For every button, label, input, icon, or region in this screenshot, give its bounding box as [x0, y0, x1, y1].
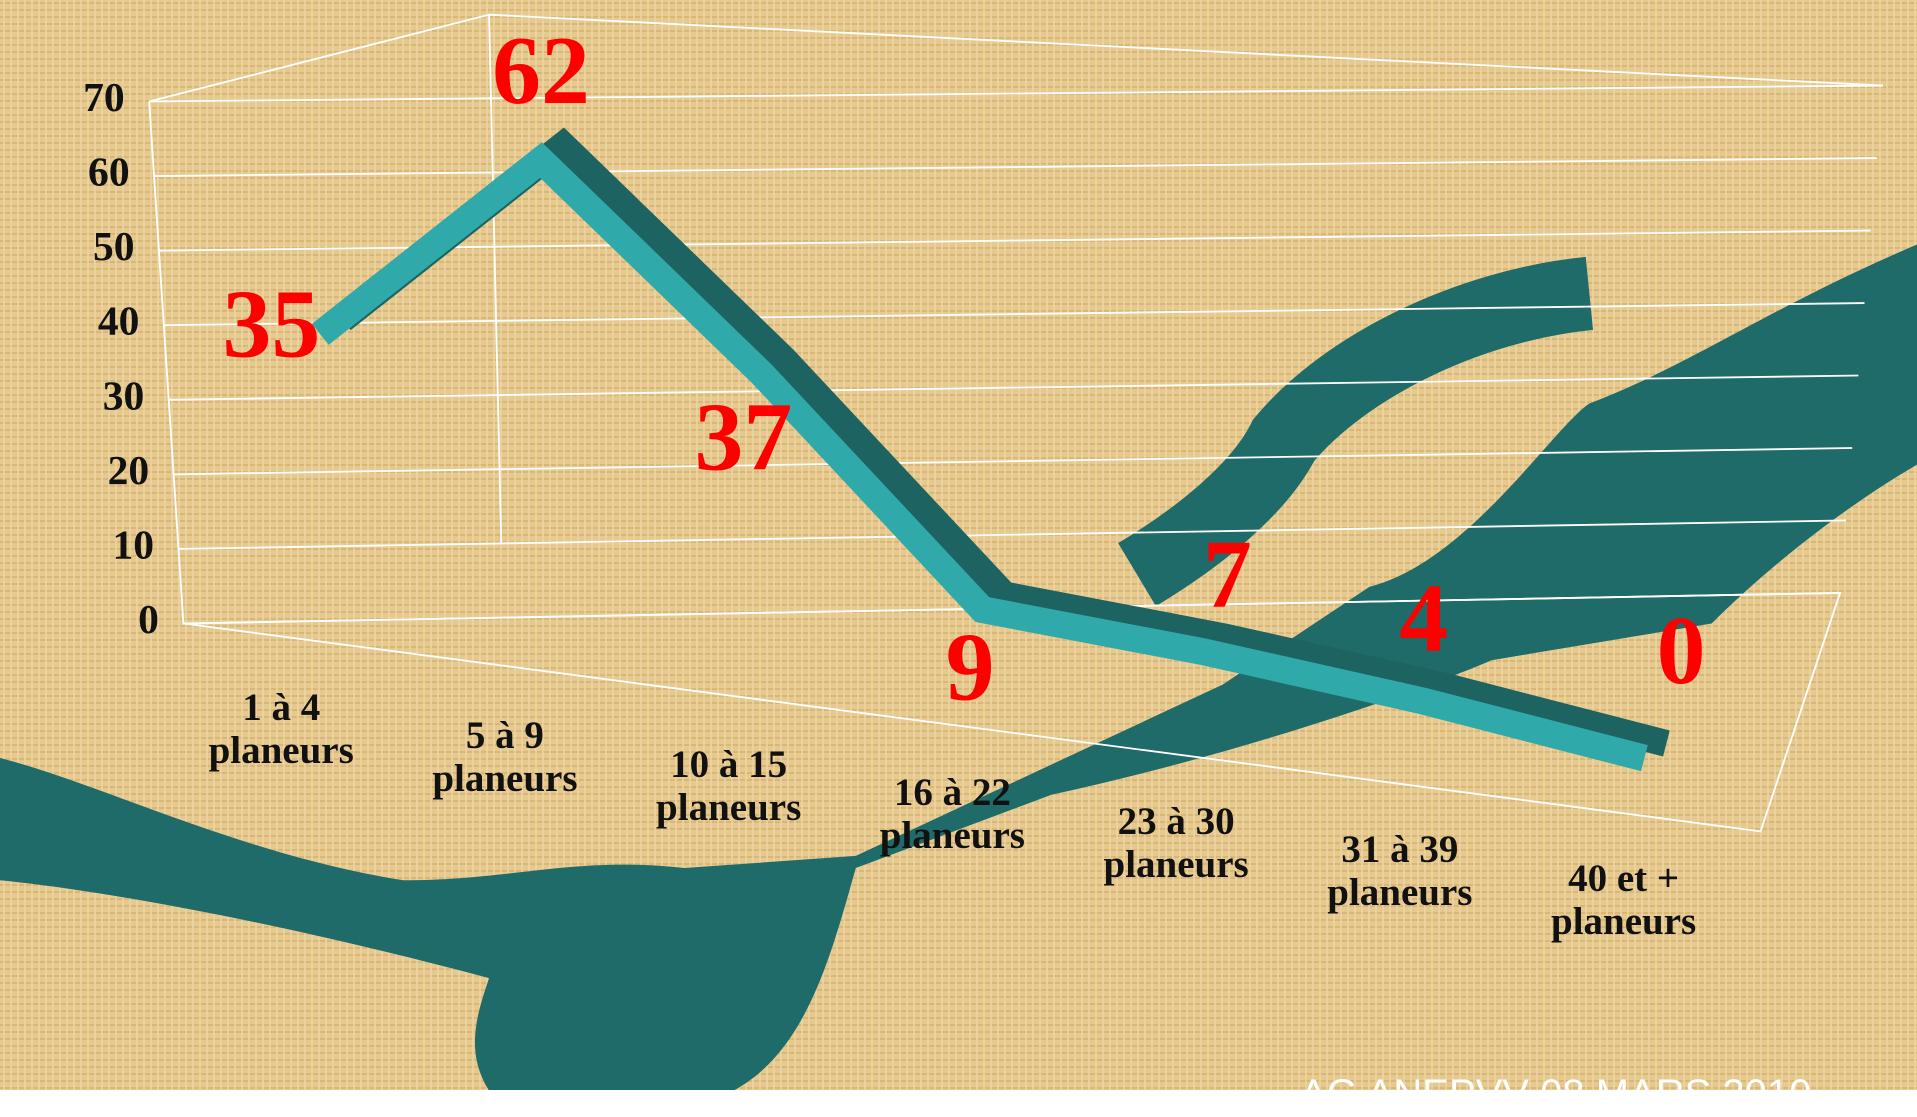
- x-tick-label: 31 à 39 planeurs: [1327, 828, 1473, 915]
- y-tick-label: 20: [108, 447, 150, 493]
- y-tick-label: 40: [98, 298, 140, 344]
- y-tick-label: 10: [113, 521, 155, 567]
- x-tick-label: 16 à 22 planeurs: [879, 771, 1025, 858]
- grid-line: [173, 447, 1853, 476]
- grid-line: [149, 84, 1883, 103]
- x-tick-label: 23 à 30 planeurs: [1103, 799, 1249, 886]
- value-label: 0: [1657, 597, 1706, 705]
- x-tick-label: 10 à 15 planeurs: [656, 742, 802, 829]
- value-label: 9: [946, 613, 995, 721]
- x-tick-label: 1 à 4 planeurs: [208, 686, 354, 772]
- y-tick-label: 60: [88, 149, 130, 195]
- x-tick-label: 40 et + planeurs: [1551, 856, 1697, 943]
- grid-line: [168, 374, 1859, 401]
- y-tick-label: 50: [93, 223, 135, 269]
- y-tick-label: 70: [83, 74, 125, 120]
- grid-line: [163, 302, 1865, 327]
- value-label: 7: [1203, 521, 1252, 629]
- grid-line: [154, 157, 1877, 177]
- page: 0 10 20 30 40 50 60 70 35 62 37 9 7 4 0 AG ANEPVV 08 M…: [0, 0, 1917, 1090]
- value-label: 37: [694, 383, 792, 491]
- grid-line: [178, 519, 1847, 550]
- line: [311, 142, 1648, 772]
- footer: AG ANEPVV 08 MARS 2010: [1300, 1072, 1812, 1116]
- line-shadow: [333, 127, 1670, 757]
- y-tick-label: 30: [103, 372, 145, 418]
- y-tick-label: 0: [138, 596, 159, 642]
- value-label: 35: [223, 271, 321, 379]
- x-tick-label: 5 à 9 planeurs: [432, 714, 578, 801]
- value-label: 62: [492, 17, 590, 125]
- value-label: 4: [1399, 564, 1448, 672]
- hands-decoration: [0, 244, 1917, 1090]
